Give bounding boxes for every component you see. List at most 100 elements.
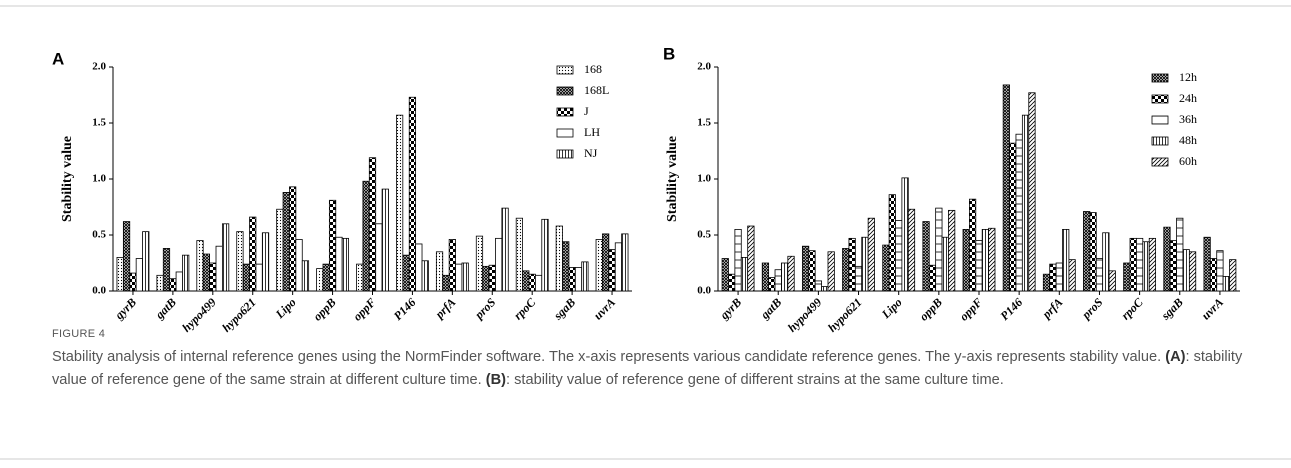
bar bbox=[282, 192, 290, 292]
bar bbox=[402, 254, 410, 292]
bar bbox=[341, 237, 349, 292]
legend-label: 168L bbox=[584, 83, 609, 97]
bar bbox=[448, 239, 456, 292]
bar bbox=[1068, 259, 1076, 292]
x-tick-label: gatB bbox=[757, 295, 784, 322]
caption-text: Stability analysis of internal reference… bbox=[52, 346, 1252, 391]
bar bbox=[728, 273, 736, 292]
bar bbox=[814, 280, 822, 292]
x-tick-label: proS bbox=[471, 295, 498, 322]
y-tick-label: 0.0 bbox=[92, 285, 106, 297]
bar bbox=[1182, 249, 1190, 292]
x-tick-label: Lipo bbox=[272, 295, 299, 322]
bar bbox=[581, 261, 589, 292]
bar bbox=[396, 114, 404, 292]
legend-swatch bbox=[1151, 94, 1169, 104]
bar bbox=[941, 236, 949, 292]
caption-label: FIGURE 4 bbox=[52, 328, 106, 340]
bar bbox=[787, 255, 795, 292]
bar bbox=[162, 248, 171, 292]
x-tick-label: gyrB bbox=[111, 295, 139, 323]
x-tick-label: prfA bbox=[1039, 295, 1066, 322]
bar bbox=[196, 240, 204, 292]
y-tick-label: 0.5 bbox=[92, 229, 106, 241]
bar bbox=[501, 207, 509, 292]
bar bbox=[222, 223, 230, 292]
bar bbox=[142, 231, 150, 292]
bar bbox=[116, 256, 124, 292]
legend-label: 60h bbox=[1179, 154, 1197, 168]
legend-label: 168 bbox=[584, 62, 602, 76]
bar bbox=[381, 188, 389, 292]
bar bbox=[562, 241, 570, 292]
bar bbox=[1009, 142, 1017, 292]
bar bbox=[322, 263, 330, 292]
bar bbox=[555, 225, 563, 292]
x-tick-label: sgaB bbox=[1158, 295, 1186, 323]
bar bbox=[1216, 250, 1224, 292]
bar bbox=[901, 177, 909, 292]
legend-swatch bbox=[556, 128, 574, 138]
y-tick-label: 1.0 bbox=[697, 173, 711, 185]
legend-label: 36h bbox=[1179, 112, 1197, 126]
caption: FIGURE 4 Stability analysis of internal … bbox=[52, 328, 1252, 391]
y-tick-label: 1.0 bbox=[92, 173, 106, 185]
y-tick-label: 0.0 bbox=[697, 285, 711, 297]
legend-label: NJ bbox=[584, 146, 598, 160]
bar bbox=[442, 274, 450, 292]
bar bbox=[928, 264, 937, 292]
bar bbox=[215, 245, 223, 292]
bar bbox=[882, 244, 890, 292]
bar bbox=[1136, 237, 1144, 292]
bar bbox=[455, 263, 463, 292]
bar bbox=[122, 221, 131, 292]
bar bbox=[236, 231, 244, 292]
caption-part: : stability value of reference gene of d… bbox=[506, 371, 1004, 388]
x-tick-label: oppB bbox=[917, 295, 945, 323]
bar bbox=[1148, 237, 1157, 292]
bar bbox=[335, 236, 343, 292]
caption-part: (B) bbox=[485, 371, 506, 388]
bar bbox=[368, 157, 377, 292]
x-tick-label: Lipo bbox=[878, 295, 905, 322]
y-axis-label: Stability value bbox=[60, 136, 75, 222]
caption-part: Stability analysis of internal reference… bbox=[52, 349, 1166, 365]
bar bbox=[621, 233, 629, 292]
bar bbox=[1169, 240, 1177, 292]
bar bbox=[740, 256, 749, 292]
legend-label: J bbox=[584, 104, 589, 118]
bar bbox=[328, 199, 337, 292]
bar bbox=[515, 217, 523, 292]
legend-swatch bbox=[1151, 73, 1169, 83]
legend-swatch bbox=[556, 86, 574, 96]
bar bbox=[135, 258, 143, 292]
x-tick-label: uvrA bbox=[1199, 295, 1226, 322]
bar bbox=[276, 208, 284, 292]
bar bbox=[602, 233, 610, 292]
bar bbox=[721, 258, 729, 292]
bar bbox=[827, 251, 835, 292]
bar bbox=[202, 253, 211, 292]
bar bbox=[129, 272, 137, 292]
bar bbox=[1028, 92, 1036, 292]
bar bbox=[375, 223, 383, 292]
bar bbox=[1188, 251, 1197, 292]
bar bbox=[1015, 133, 1023, 292]
bar bbox=[768, 277, 776, 292]
panel-label: B bbox=[663, 44, 675, 63]
bar bbox=[182, 254, 190, 292]
bar bbox=[1042, 273, 1051, 292]
bar bbox=[808, 250, 816, 292]
bar bbox=[761, 262, 770, 292]
bar bbox=[981, 228, 990, 292]
bar bbox=[408, 96, 417, 292]
x-tick-label: sgaB bbox=[550, 295, 578, 323]
bar bbox=[895, 220, 903, 292]
bar bbox=[975, 240, 983, 292]
bar bbox=[1176, 217, 1184, 292]
caption-part: : stability value of reference gene of t… bbox=[52, 349, 1243, 388]
bar bbox=[1142, 241, 1150, 292]
bar bbox=[1089, 212, 1097, 292]
